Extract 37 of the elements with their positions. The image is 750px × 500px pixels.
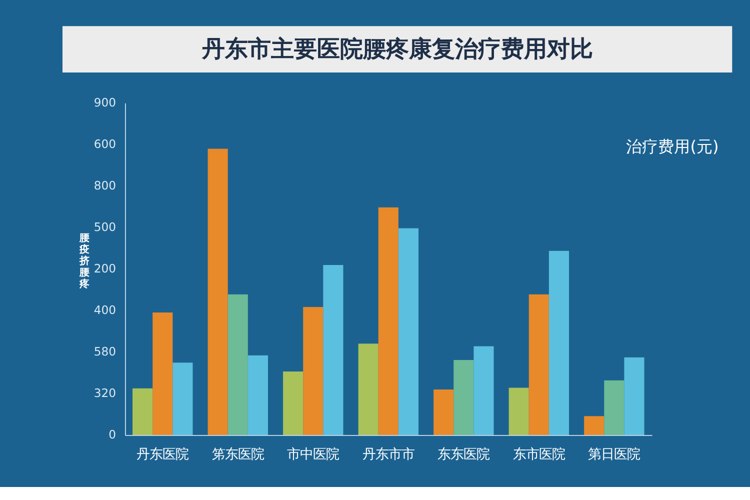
bar bbox=[548, 250, 570, 436]
bar bbox=[152, 312, 173, 436]
text: 200 bbox=[94, 262, 116, 276]
bar bbox=[528, 294, 549, 436]
text: 580 bbox=[94, 344, 116, 359]
text: 800 bbox=[94, 178, 116, 192]
chart-title: 丹东市主要医院腰疼康复治疗费用对比 bbox=[200, 35, 593, 62]
text: 400 bbox=[94, 303, 116, 318]
x-tick-label: 市中医院 bbox=[287, 448, 340, 463]
annotation: 治疗费用(元) bbox=[626, 136, 719, 156]
y-axis-title: 腰疫挤腰疼 bbox=[78, 232, 90, 290]
x-tick-label: 第日医院 bbox=[588, 448, 640, 463]
bar bbox=[303, 307, 324, 436]
x-tick-label: 丹东医院 bbox=[136, 448, 189, 463]
text: 500 bbox=[94, 220, 116, 234]
bar bbox=[474, 346, 494, 436]
bar bbox=[508, 388, 529, 436]
bar bbox=[132, 388, 153, 436]
text: 600 bbox=[94, 136, 116, 151]
bar bbox=[323, 264, 344, 436]
text: 0 bbox=[108, 428, 116, 442]
bar bbox=[283, 371, 304, 436]
x-tick-label: 东东医院 bbox=[438, 448, 490, 463]
bar bbox=[398, 228, 418, 436]
bar bbox=[358, 344, 378, 436]
x-tick-label: 丹东市市 bbox=[362, 448, 414, 463]
bar bbox=[248, 355, 268, 436]
text: 900 bbox=[94, 95, 116, 110]
bar bbox=[454, 360, 474, 436]
bar bbox=[624, 357, 644, 436]
bar bbox=[228, 294, 248, 436]
bar bbox=[604, 380, 624, 436]
bar bbox=[378, 207, 398, 436]
text: 320 bbox=[94, 386, 116, 400]
x-tick-label: 笫东医院 bbox=[212, 448, 264, 463]
x-tick-label: 东市医院 bbox=[512, 448, 565, 463]
bar bbox=[172, 362, 193, 436]
